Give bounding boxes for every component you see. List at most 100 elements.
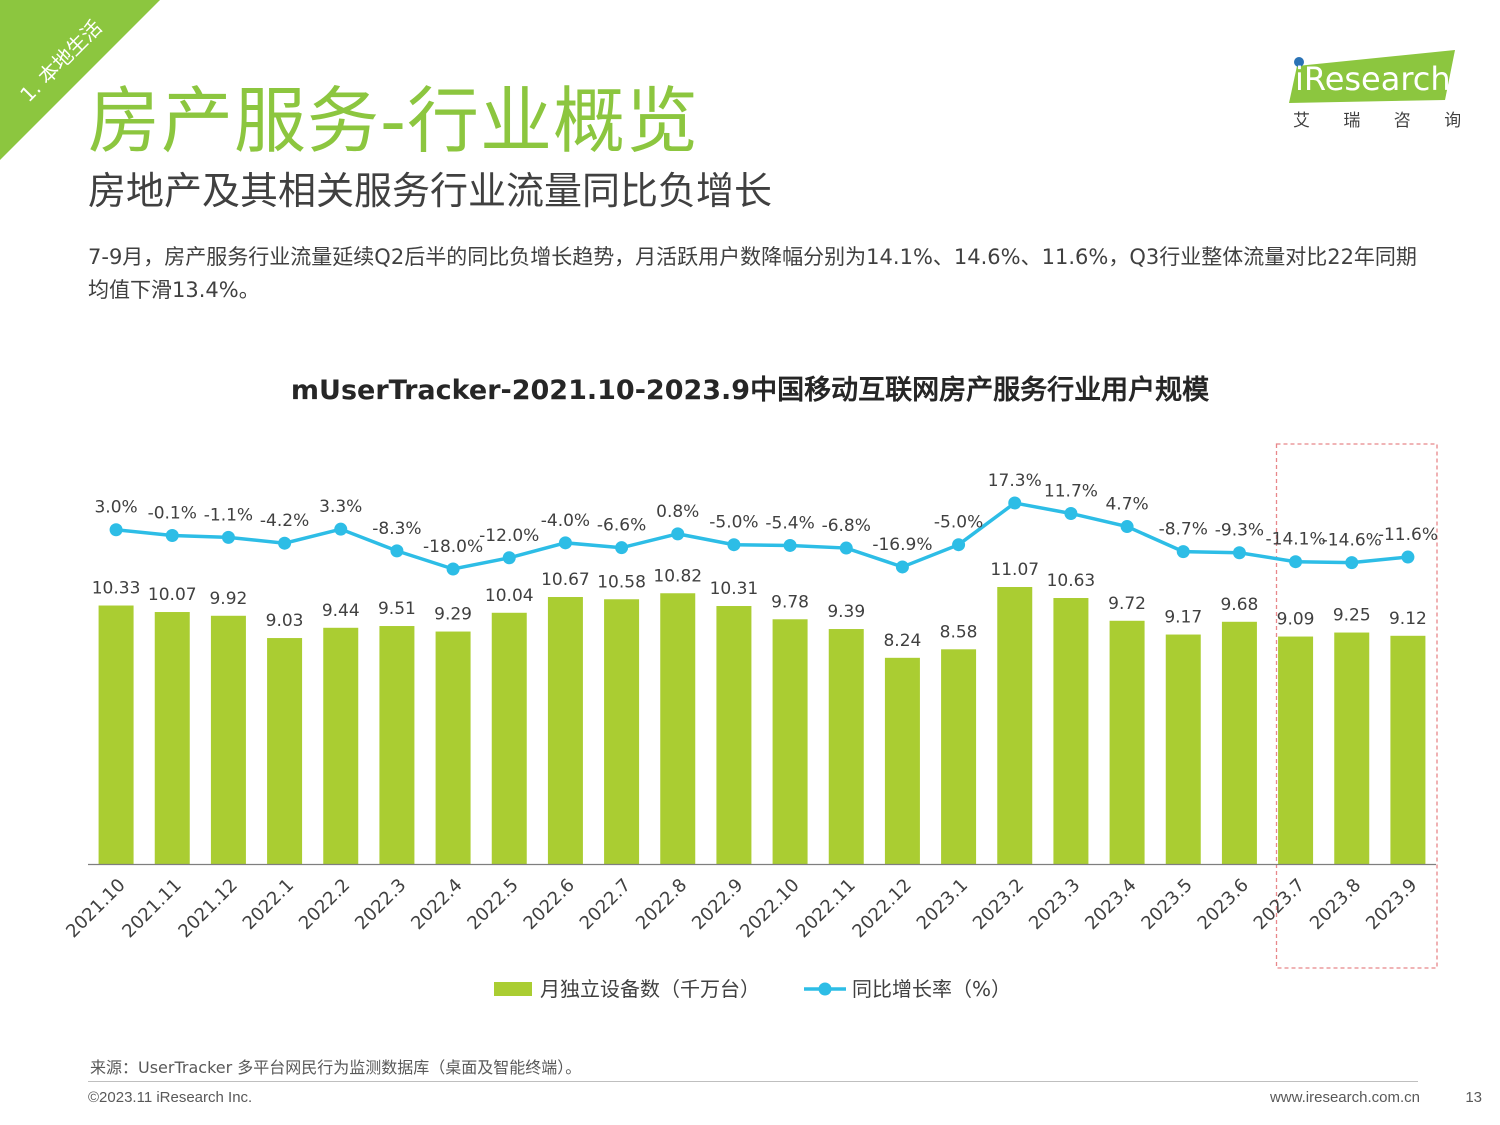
x-tick-label: 2021.11 [118,875,185,942]
bar-value-label: 10.04 [485,586,534,606]
bar-value-label: 9.72 [1108,594,1146,614]
growth-point-2023.4 [1120,520,1134,534]
x-tick-label: 2023.9 [1362,875,1421,934]
growth-point-2021.12 [221,530,235,544]
page-number: 13 [1465,1089,1482,1106]
user-scale-chart: 10.33 10.07 9.92 9.03 9.44 9.51 9.29 10.04 10.67… [62,443,1438,1001]
bar-value-label: 9.68 [1220,595,1258,615]
growth-value-label: -5.0% [709,513,758,533]
x-tick-label: 2022.4 [407,875,466,934]
bar-value-label: 11.07 [990,560,1039,580]
growth-point-2022.3 [390,544,404,558]
growth-point-2021.11 [165,529,179,543]
growth-value-label: -14.1% [1266,530,1326,550]
x-tick-label: 2022.5 [463,875,522,934]
bar-2021.12 [210,615,246,864]
growth-value-label: -9.3% [1215,521,1264,541]
growth-value-label: -18.0% [423,537,483,557]
x-tick-label: 2021.10 [62,875,129,942]
footer-divider [88,1081,1418,1082]
growth-value-label: -0.1% [148,504,197,524]
bar-2023.5 [1165,634,1201,864]
bar-value-label: 9.44 [322,601,360,621]
growth-value-label: -16.9% [872,535,932,555]
page-title: 房产服务-行业概览 [88,79,699,163]
website-link[interactable]: www.iresearch.com.cn [1269,1089,1420,1106]
bar-value-label: 10.63 [1047,571,1096,591]
growth-value-label: -11.6% [1378,525,1438,545]
bar-2023.3 [1053,598,1089,864]
bar-value-label: 9.09 [1277,610,1315,630]
logo-cn-text: 艾 瑞 咨 询 [1293,111,1460,131]
bar-2022.2 [323,627,359,864]
growth-value-label: -4.0% [541,511,590,531]
highlight-box [1275,443,1438,969]
x-tick-label: 2023.6 [1194,875,1253,934]
x-tick-label: 2022.1 [239,875,298,934]
bar-2022.1 [267,638,303,864]
bar-2023.9 [1390,635,1426,864]
bar-2022.11 [828,629,864,864]
bar-2021.11 [154,612,190,864]
bar-value-label: 9.25 [1333,606,1371,626]
growth-point-2022.6 [558,536,572,550]
growth-point-2023.7 [1289,555,1303,569]
bar-2022.3 [379,626,415,864]
x-tick-label: 2022.10 [736,875,803,942]
legend-bar-label: 月独立设备数（千万台） [540,977,760,1001]
x-tick-label: 2023.7 [1250,875,1309,934]
bar-value-label: 10.33 [92,579,141,599]
growth-point-2023.2 [1008,496,1022,510]
growth-value-label: 4.7% [1105,495,1148,515]
x-tick-label: 2022.2 [295,875,354,934]
growth-value-label: 17.3% [988,471,1042,491]
bar-value-label: 9.92 [209,589,247,609]
growth-value-label: 0.8% [656,502,699,522]
bar-2023.4 [1109,620,1145,864]
growth-value-label: -4.2% [260,511,309,531]
bar-value-label: 9.39 [827,602,865,622]
copyright: ©2023.11 iResearch Inc. [88,1089,253,1106]
growth-point-2023.9 [1401,550,1415,564]
x-tick-label: 2022.6 [520,875,579,934]
bar-value-label: 9.12 [1389,609,1427,629]
bar-2022.12 [884,657,920,864]
bar-value-label: 9.51 [378,599,416,619]
bar-value-label: 8.24 [883,631,921,651]
logo-brand-text: iResearch [1295,60,1451,98]
bar-value-label: 10.67 [541,570,590,590]
growth-point-2022.4 [446,562,460,576]
x-tick-label: 2022.12 [848,875,915,942]
growth-point-2023.5 [1176,545,1190,559]
bar-2023.1 [941,649,977,864]
growth-point-2023.3 [1064,506,1078,520]
growth-value-label: -5.0% [934,513,983,533]
growth-point-2022.8 [671,527,685,541]
growth-point-2023.8 [1345,556,1359,570]
x-tick-label: 2022.7 [576,875,635,934]
growth-value-label: -6.6% [597,516,646,536]
bar-value-label: 10.58 [597,572,646,592]
bar-2023.8 [1334,632,1370,864]
x-tick-label: 2023.8 [1306,875,1365,934]
legend-line-label: 同比增长率（%） [852,977,1011,1001]
bar-2022.8 [660,593,696,864]
growth-value-label: 3.0% [94,498,137,518]
x-tick-label: 2021.12 [174,875,241,942]
x-tick-label: 2022.3 [351,875,410,934]
source-note: 来源：UserTracker 多平台网民行为监测数据库（桌面及智能终端）。 [90,1058,582,1077]
growth-value-label: -12.0% [479,526,539,546]
page-description: 7-9月，房产服务行业流量延续Q2后半的同比负增长趋势，月活跃用户数降幅分别为1… [88,245,1417,302]
section-corner-tag: 1. 本地生活 [0,0,160,160]
bar-2022.5 [491,612,527,864]
bar-2022.6 [547,597,583,864]
page-subtitle: 房地产及其相关服务行业流量同比负增长 [88,169,773,213]
bar-2022.10 [772,619,808,864]
x-tick-label: 2023.5 [1137,875,1196,934]
growth-point-2022.7 [615,541,629,555]
growth-value-label: -8.3% [372,519,421,539]
bar-value-label: 9.78 [771,592,809,612]
legend-bar-swatch [494,982,532,996]
iresearch-logo: iResearch 艾 瑞 咨 询 [1289,50,1460,131]
bar-value-label: 9.03 [266,611,304,631]
